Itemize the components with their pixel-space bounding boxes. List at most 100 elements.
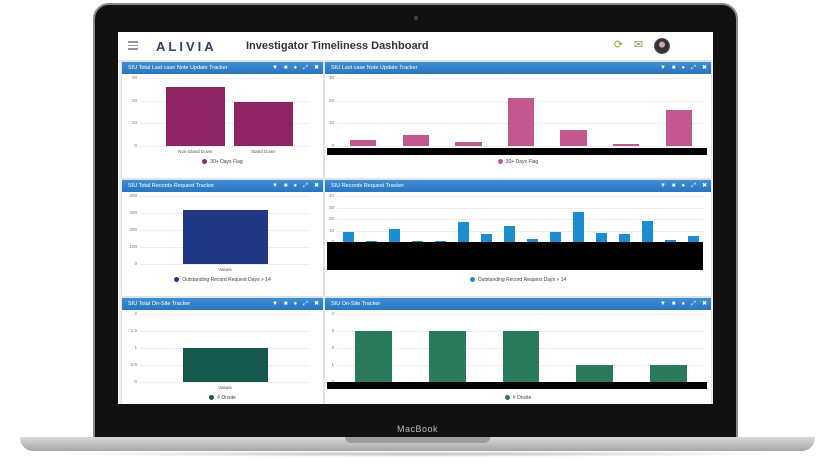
- chart-bar[interactable]: [342, 231, 355, 242]
- legend-swatch: [504, 395, 510, 401]
- chart-bar[interactable]: [457, 222, 470, 242]
- settings-icon[interactable]: ●: [293, 65, 298, 71]
- menu-icon[interactable]: [128, 41, 138, 50]
- chart-bar[interactable]: [595, 232, 608, 242]
- y-tick-label: 10: [328, 120, 334, 126]
- chart-bar[interactable]: [576, 365, 613, 382]
- save-icon[interactable]: ■: [671, 183, 676, 189]
- y-tick-label: 400: [129, 193, 137, 198]
- chart-bar[interactable]: [165, 87, 225, 146]
- settings-icon[interactable]: ●: [681, 65, 686, 71]
- chart-bar[interactable]: [649, 365, 687, 382]
- chart-bar[interactable]: [664, 239, 677, 242]
- chart-bar[interactable]: [455, 141, 482, 146]
- expand-icon[interactable]: ⤢: [691, 183, 696, 189]
- save-icon[interactable]: ■: [283, 65, 288, 71]
- save-icon[interactable]: ■: [283, 301, 288, 307]
- redacted-axis-labels: [327, 242, 703, 270]
- save-icon[interactable]: ■: [671, 65, 676, 71]
- expand-icon[interactable]: ⤢: [691, 65, 696, 71]
- chart-legend[interactable]: # Onsite: [122, 395, 323, 401]
- filter-icon[interactable]: ▼: [659, 183, 666, 189]
- panel-toolbar: ▼ ■ ● ⤢ ✖: [272, 298, 319, 310]
- chart-bar[interactable]: [480, 233, 493, 242]
- save-icon[interactable]: ■: [283, 183, 288, 189]
- chart-bar[interactable]: [182, 209, 268, 264]
- chart-bar[interactable]: [233, 101, 293, 146]
- expand-icon[interactable]: ⤢: [303, 183, 308, 189]
- chart-bar[interactable]: [350, 140, 377, 146]
- save-icon[interactable]: ■: [671, 301, 676, 307]
- y-tick-label: 0: [324, 239, 334, 244]
- settings-icon[interactable]: ●: [681, 301, 686, 307]
- chart-bar[interactable]: [560, 130, 587, 146]
- chart-bar[interactable]: [507, 98, 535, 146]
- laptop-shadow: [40, 451, 795, 457]
- filter-icon[interactable]: ▼: [271, 183, 278, 189]
- y-tick-label: 0: [134, 143, 137, 148]
- panel-title: SIU Records Request Tracker ▼ ■ ● ⤢ ✖: [325, 180, 711, 192]
- chart-bar[interactable]: [549, 231, 562, 242]
- filter-icon[interactable]: ▼: [659, 65, 666, 71]
- expand-icon[interactable]: ⤢: [691, 301, 696, 307]
- y-tick-label: 100: [129, 244, 137, 249]
- chart-bar[interactable]: [502, 331, 540, 382]
- x-tick-label: Values: [218, 385, 232, 390]
- chart-bar[interactable]: [182, 348, 268, 382]
- app-logo: ALIVIA: [156, 39, 217, 54]
- chart-bar[interactable]: [388, 229, 401, 242]
- refresh-icon[interactable]: ⟳: [613, 39, 624, 51]
- panel-toolbar: ▼ ■ ● ⤢ ✖: [660, 298, 707, 310]
- mail-icon[interactable]: ✉: [633, 39, 644, 51]
- chart-bar[interactable]: [618, 233, 631, 242]
- y-tick-label: 0: [331, 143, 334, 148]
- x-tick-label: Stand Down: [250, 149, 276, 154]
- chart-bar[interactable]: [355, 331, 393, 382]
- close-icon[interactable]: ✖: [313, 301, 319, 307]
- close-icon[interactable]: ✖: [701, 301, 707, 307]
- panel-title: SIU Total Records Request Tracker ▼ ■ ● ⤢ ✖: [122, 180, 323, 192]
- legend-label: 30+ Days Flag: [505, 159, 539, 165]
- y-tick-label: 20: [328, 97, 334, 103]
- chart-bar[interactable]: [687, 236, 700, 242]
- chart-bar[interactable]: [526, 238, 539, 242]
- legend-swatch: [209, 395, 215, 401]
- filter-icon[interactable]: ▼: [271, 65, 278, 71]
- y-tick-label: 30: [328, 75, 334, 80]
- y-tick-label: 0: [134, 379, 137, 384]
- expand-icon[interactable]: ⤢: [303, 301, 308, 307]
- filter-icon[interactable]: ▼: [271, 301, 278, 307]
- settings-icon[interactable]: ●: [293, 301, 298, 307]
- y-tick-label: 10: [131, 120, 137, 126]
- chart-bar[interactable]: [641, 221, 654, 242]
- filter-icon[interactable]: ▼: [659, 301, 666, 307]
- grid-line: [337, 230, 705, 232]
- panel-title: SIU On-Site Tracker ▼ ■ ● ⤢ ✖: [325, 298, 711, 310]
- chart-bar[interactable]: [365, 240, 378, 242]
- chart-legend[interactable]: 30+ Days Flag: [325, 159, 711, 165]
- chart-bar[interactable]: [613, 143, 640, 146]
- chart-bar[interactable]: [572, 212, 585, 242]
- settings-icon[interactable]: ●: [681, 183, 686, 189]
- legend-label: Outstanding Record Request Days > 14: [182, 277, 271, 283]
- chart-legend[interactable]: 30+ Days Flag: [122, 159, 323, 165]
- chart-bar[interactable]: [665, 109, 692, 146]
- chart-legend[interactable]: Outstanding Record Request Days > 14: [122, 277, 323, 283]
- settings-icon[interactable]: ●: [293, 183, 298, 189]
- grid-line: [337, 78, 705, 79]
- chart-bar[interactable]: [434, 241, 447, 242]
- chart-bar[interactable]: [402, 135, 429, 146]
- grid-line: [140, 264, 310, 265]
- panel-p5: SIU Total On-Site Tracker ▼ ■ ● ⤢ ✖ 0 0.5 1 1.5 2 V…: [122, 298, 323, 404]
- chart-bar[interactable]: [429, 331, 466, 382]
- chart-legend[interactable]: # Onsite: [325, 395, 711, 401]
- close-icon[interactable]: ✖: [701, 183, 707, 189]
- avatar[interactable]: [654, 38, 670, 54]
- expand-icon[interactable]: ⤢: [303, 65, 308, 71]
- chart-bar[interactable]: [503, 225, 516, 242]
- close-icon[interactable]: ✖: [701, 65, 707, 71]
- chart-bar[interactable]: [411, 240, 424, 242]
- close-icon[interactable]: ✖: [313, 183, 319, 189]
- chart-legend[interactable]: Outstanding Record Request Days > 14: [325, 277, 711, 283]
- close-icon[interactable]: ✖: [313, 65, 319, 71]
